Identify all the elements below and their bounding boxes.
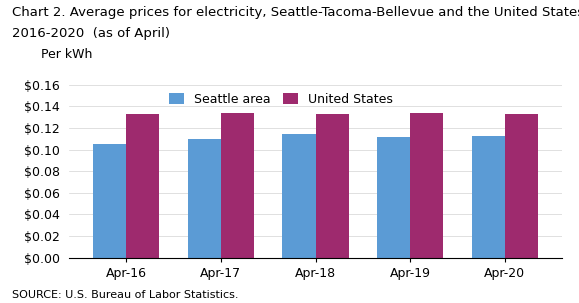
Bar: [472, 135, 505, 258]
Bar: [410, 113, 444, 258]
Text: 2016-2020  (as of April): 2016-2020 (as of April): [12, 27, 170, 40]
Bar: [377, 137, 410, 258]
Bar: [505, 114, 538, 258]
Bar: [188, 139, 221, 258]
Bar: [283, 135, 316, 258]
Text: Chart 2. Average prices for electricity, Seattle-Tacoma-Bellevue and the United : Chart 2. Average prices for electricity,…: [12, 6, 579, 19]
Text: SOURCE: U.S. Bureau of Labor Statistics.: SOURCE: U.S. Bureau of Labor Statistics.: [12, 290, 238, 300]
Bar: [93, 144, 126, 258]
Bar: [126, 114, 159, 258]
Text: Per kWh: Per kWh: [41, 48, 92, 61]
Bar: [316, 114, 349, 258]
Legend: Seattle area, United States: Seattle area, United States: [164, 88, 398, 111]
Bar: [221, 113, 254, 258]
